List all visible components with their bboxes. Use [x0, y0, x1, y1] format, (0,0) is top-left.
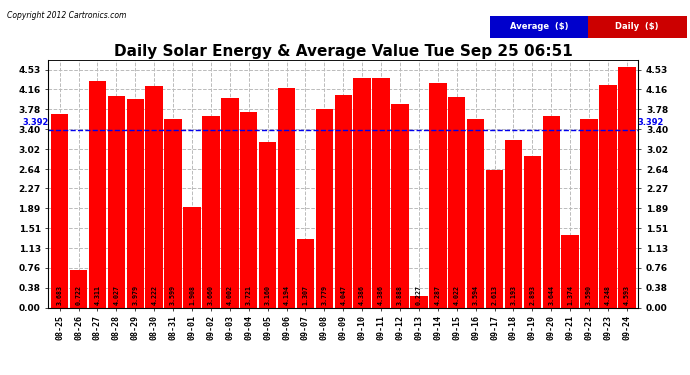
Text: 3.599: 3.599	[170, 285, 176, 305]
Text: Average  ($): Average ($)	[510, 22, 568, 31]
Bar	[202, 116, 219, 308]
Text: 4.222: 4.222	[151, 285, 157, 305]
Bar	[580, 119, 598, 308]
Bar	[259, 142, 276, 308]
Text: 3.979: 3.979	[132, 285, 138, 305]
Bar	[108, 96, 125, 308]
Text: 3.721: 3.721	[246, 285, 252, 305]
Text: 4.593: 4.593	[624, 285, 630, 305]
Text: 0.722: 0.722	[75, 285, 81, 305]
Bar	[297, 239, 314, 308]
Bar	[335, 95, 352, 308]
Text: 3.644: 3.644	[549, 285, 554, 305]
Text: 2.613: 2.613	[491, 285, 497, 305]
Bar	[373, 78, 390, 308]
Bar	[315, 110, 333, 308]
Bar	[411, 296, 428, 307]
Text: 4.194: 4.194	[284, 285, 290, 305]
Bar	[146, 86, 163, 308]
Text: 1.908: 1.908	[189, 285, 195, 305]
Bar	[600, 85, 617, 308]
Bar	[164, 119, 181, 308]
Bar	[562, 236, 579, 308]
Text: 3.888: 3.888	[397, 285, 403, 305]
Bar	[278, 88, 295, 308]
Bar	[618, 67, 635, 308]
Bar	[51, 114, 68, 308]
Text: 3.160: 3.160	[265, 285, 270, 305]
Bar	[505, 140, 522, 308]
Bar	[221, 98, 239, 308]
Bar	[542, 116, 560, 308]
Text: 4.386: 4.386	[359, 285, 365, 305]
Text: 0.227: 0.227	[416, 285, 422, 305]
Text: 4.311: 4.311	[95, 285, 101, 305]
Text: 3.779: 3.779	[322, 285, 327, 305]
Text: Daily  ($): Daily ($)	[615, 22, 659, 31]
Text: 4.047: 4.047	[340, 285, 346, 305]
Bar	[467, 119, 484, 308]
Text: 3.594: 3.594	[473, 285, 479, 305]
Text: Copyright 2012 Cartronics.com: Copyright 2012 Cartronics.com	[7, 11, 126, 20]
Text: 3.660: 3.660	[208, 285, 214, 305]
Text: 3.392: 3.392	[638, 118, 664, 127]
Text: 1.374: 1.374	[567, 285, 573, 305]
Bar	[126, 99, 144, 308]
Bar	[353, 78, 371, 308]
Text: 3.193: 3.193	[511, 285, 516, 305]
Bar	[429, 83, 446, 308]
Text: 3.683: 3.683	[57, 285, 63, 305]
Bar	[448, 97, 466, 308]
Text: 4.386: 4.386	[378, 285, 384, 305]
Text: 2.893: 2.893	[529, 285, 535, 305]
Text: 4.027: 4.027	[113, 285, 119, 305]
Title: Daily Solar Energy & Average Value Tue Sep 25 06:51: Daily Solar Energy & Average Value Tue S…	[114, 44, 573, 59]
Bar	[391, 104, 408, 308]
Bar	[89, 81, 106, 308]
Bar	[524, 156, 541, 308]
Text: 3.392: 3.392	[23, 118, 49, 127]
Text: 1.307: 1.307	[302, 285, 308, 305]
Bar	[486, 171, 503, 308]
Bar	[184, 207, 201, 308]
Bar	[70, 270, 87, 308]
Text: 4.287: 4.287	[435, 285, 441, 305]
Text: 4.022: 4.022	[454, 285, 460, 305]
Text: 4.002: 4.002	[227, 285, 233, 305]
Bar	[240, 112, 257, 308]
Text: 4.248: 4.248	[605, 285, 611, 305]
Text: 3.590: 3.590	[586, 285, 592, 305]
